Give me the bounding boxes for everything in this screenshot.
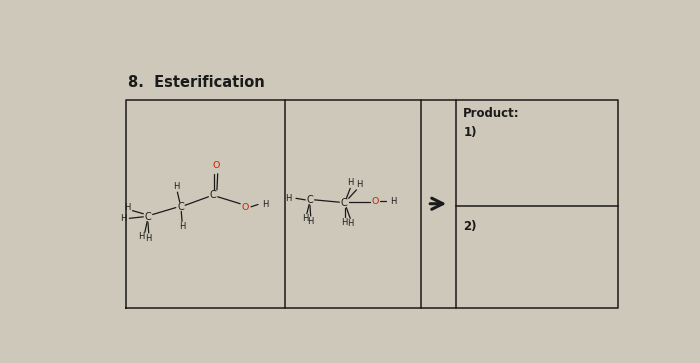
Text: C: C bbox=[210, 190, 216, 200]
Text: H: H bbox=[307, 217, 313, 226]
Text: O: O bbox=[371, 197, 379, 206]
Text: H: H bbox=[179, 222, 186, 231]
Text: H: H bbox=[174, 182, 180, 191]
Text: H: H bbox=[145, 234, 151, 243]
Text: H: H bbox=[262, 200, 269, 209]
Text: H: H bbox=[341, 218, 347, 227]
Text: H: H bbox=[285, 194, 291, 203]
Text: Product:: Product: bbox=[463, 107, 520, 121]
Text: 1): 1) bbox=[463, 126, 477, 139]
Text: C: C bbox=[177, 202, 184, 212]
Text: H: H bbox=[139, 232, 145, 241]
Text: C: C bbox=[341, 198, 347, 208]
Text: O: O bbox=[242, 203, 249, 212]
Text: H: H bbox=[302, 214, 309, 223]
Text: O: O bbox=[213, 162, 220, 171]
Text: 2): 2) bbox=[463, 220, 477, 233]
Text: H: H bbox=[120, 214, 126, 223]
Text: C: C bbox=[145, 212, 151, 222]
Text: H: H bbox=[347, 219, 354, 228]
Text: H: H bbox=[356, 180, 363, 189]
Text: H: H bbox=[391, 197, 397, 206]
Text: H: H bbox=[347, 179, 354, 187]
Text: 8.  Esterification: 8. Esterification bbox=[128, 75, 265, 90]
Text: C: C bbox=[307, 195, 314, 205]
Text: H: H bbox=[125, 203, 131, 212]
